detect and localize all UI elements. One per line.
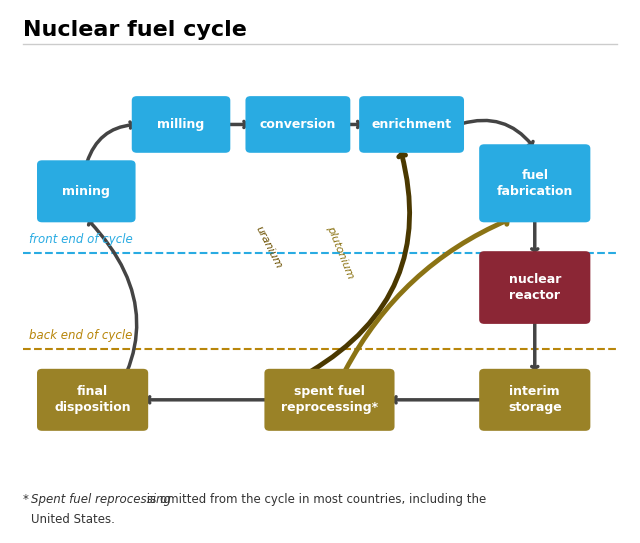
FancyBboxPatch shape [359, 96, 464, 153]
Text: enrichment: enrichment [372, 118, 452, 131]
FancyBboxPatch shape [37, 160, 136, 222]
FancyBboxPatch shape [37, 369, 148, 431]
Text: Nuclear fuel cycle: Nuclear fuel cycle [23, 20, 247, 40]
Text: back end of cycle: back end of cycle [29, 330, 133, 343]
Text: *: * [23, 494, 29, 507]
FancyBboxPatch shape [479, 144, 590, 222]
FancyBboxPatch shape [246, 96, 350, 153]
Text: spent fuel
reprocessing*: spent fuel reprocessing* [281, 386, 378, 414]
FancyBboxPatch shape [479, 369, 590, 431]
Text: milling: milling [157, 118, 205, 131]
FancyBboxPatch shape [264, 369, 394, 431]
Text: conversion: conversion [260, 118, 336, 131]
Text: is omitted from the cycle in most countries, including the: is omitted from the cycle in most countr… [143, 494, 486, 507]
Text: fuel
fabrication: fuel fabrication [497, 169, 573, 198]
Text: United States.: United States. [31, 513, 115, 526]
FancyBboxPatch shape [132, 96, 230, 153]
Text: interim
storage: interim storage [508, 386, 562, 414]
Text: uranium: uranium [253, 225, 284, 271]
Text: Spent fuel reprocessing: Spent fuel reprocessing [31, 494, 171, 507]
Text: final
disposition: final disposition [54, 386, 131, 414]
FancyBboxPatch shape [479, 251, 590, 324]
Text: nuclear
reactor: nuclear reactor [509, 273, 561, 302]
Text: front end of cycle: front end of cycle [29, 233, 133, 246]
Text: plutonium: plutonium [325, 224, 355, 280]
Text: mining: mining [62, 185, 110, 198]
